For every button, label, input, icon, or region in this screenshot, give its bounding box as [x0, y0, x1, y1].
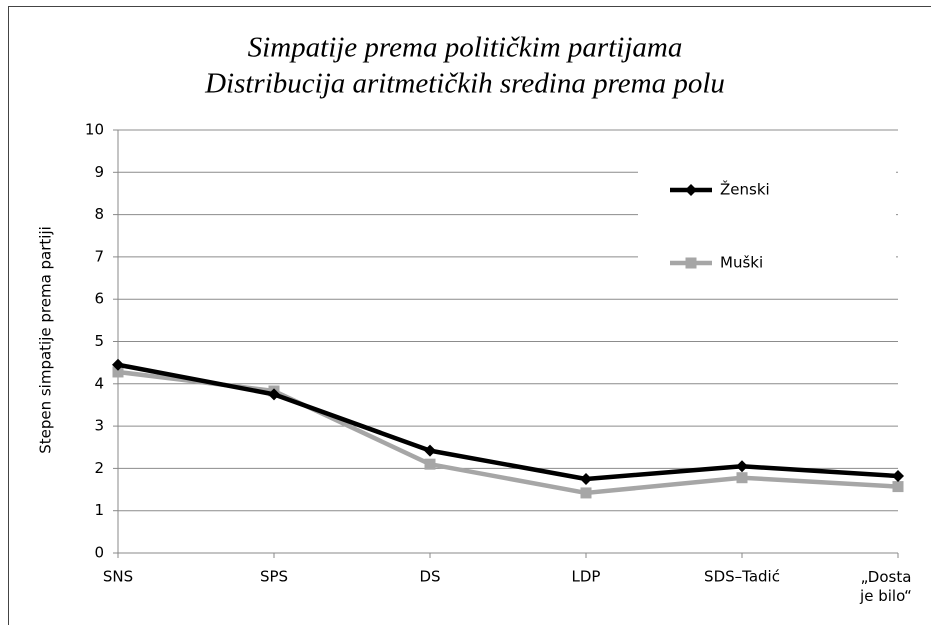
x-tick-label: SPS: [260, 568, 288, 586]
point: [112, 358, 124, 371]
point: [892, 481, 904, 493]
legend-label: Muški: [720, 254, 763, 272]
y-tick-label: 2: [94, 459, 104, 477]
point: [424, 444, 436, 457]
y-tick-label: 7: [94, 247, 104, 265]
y-tick-label: 3: [94, 417, 104, 435]
y-axis-label: Stepen simpatije prema partiji: [37, 226, 55, 454]
y-tick-label: 5: [94, 332, 104, 350]
point: [736, 460, 748, 473]
point: [424, 458, 436, 470]
x-tick-label: DS: [419, 568, 440, 586]
x-tick-label: SDS–Tadić: [704, 568, 780, 586]
point: [736, 472, 748, 484]
y-tick-label: 4: [94, 374, 104, 392]
x-tick-label: LDP: [572, 568, 601, 586]
chart-title: Simpatije prema političkim partijama: [248, 32, 683, 64]
point: [580, 472, 592, 485]
y-tick-label: 10: [85, 121, 104, 139]
y-tick-label: 1: [94, 501, 104, 519]
point: [685, 257, 697, 269]
y-tick-label: 9: [94, 163, 104, 181]
frame: [8, 6, 931, 625]
series-line: [117, 362, 899, 482]
chart-subtitle: Distribucija aritmetičkih sredina prema …: [204, 68, 725, 100]
legend-label: Ženski: [720, 180, 770, 199]
series-line: [117, 369, 899, 496]
y-tick-label: 8: [94, 205, 104, 223]
x-tick-label: „Dosta je bilo“: [859, 568, 912, 605]
point: [685, 184, 697, 196]
point: [268, 388, 280, 401]
y-tick-label: 0: [94, 544, 104, 562]
point: [112, 366, 124, 378]
point: [580, 487, 592, 499]
point: [892, 470, 904, 483]
x-tick-label: SNS: [103, 568, 133, 586]
y-tick-label: 6: [94, 290, 104, 308]
legend: [638, 160, 896, 290]
